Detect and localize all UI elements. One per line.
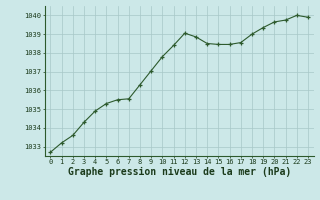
- X-axis label: Graphe pression niveau de la mer (hPa): Graphe pression niveau de la mer (hPa): [68, 167, 291, 177]
